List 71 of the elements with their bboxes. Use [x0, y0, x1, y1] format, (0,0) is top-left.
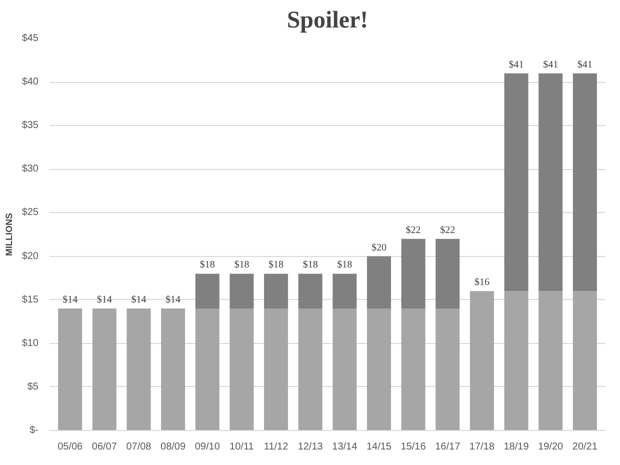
y-tick-label: $5 — [27, 381, 39, 392]
x-tick-label: 12/13 — [298, 442, 324, 452]
total-label: $16 — [474, 277, 490, 288]
total-label: $22 — [440, 224, 456, 236]
x-tick-label: 07/08 — [126, 442, 152, 452]
x-tick-label: 05/06 — [58, 442, 84, 452]
bar — [126, 308, 151, 430]
y-tick-label: $25 — [22, 207, 39, 218]
bar — [264, 274, 288, 309]
bar — [161, 308, 186, 430]
bar — [366, 256, 391, 309]
bar — [401, 238, 426, 309]
bar — [332, 274, 357, 309]
total-label: $41 — [543, 59, 558, 70]
x-tick-label: 11/12 — [264, 442, 289, 452]
x-tick-label: 18/19 — [504, 442, 530, 452]
total-label: $18 — [337, 260, 352, 271]
bar — [264, 308, 288, 430]
y-tick-label: $15 — [22, 294, 39, 306]
y-tick-label: $- — [30, 425, 39, 436]
total-label: $18 — [200, 260, 215, 271]
y-tick-label: $40 — [22, 76, 39, 88]
y-tick-label: $20 — [22, 250, 39, 262]
x-tick-label: 19/20 — [538, 442, 564, 452]
bar — [366, 308, 391, 430]
bar — [436, 308, 460, 430]
x-tick-label: 08/09 — [160, 442, 186, 452]
total-label: $14 — [131, 294, 146, 306]
bar — [230, 274, 254, 309]
total-label: $18 — [302, 260, 318, 271]
total-label: $41 — [508, 59, 524, 70]
bar — [195, 308, 220, 430]
bar — [504, 291, 528, 430]
bar — [298, 308, 322, 430]
bar — [58, 308, 82, 430]
total-label: $20 — [371, 242, 386, 254]
x-tick-label: 20/21 — [572, 442, 598, 452]
bar — [470, 291, 494, 430]
total-label: $18 — [234, 260, 250, 271]
bar — [195, 274, 220, 309]
total-label: $14 — [96, 294, 112, 306]
total-label: $22 — [406, 224, 421, 236]
x-tick-label: 14/15 — [366, 442, 392, 452]
x-tick-label: 09/10 — [194, 442, 220, 452]
bar — [538, 73, 563, 292]
x-tick-label: 13/14 — [332, 442, 358, 452]
y-tick-label: $35 — [22, 120, 39, 132]
x-tick-label: 16/17 — [435, 442, 461, 452]
x-tick-label: 17/18 — [469, 442, 495, 452]
bar — [401, 308, 426, 430]
y-tick-label: $10 — [22, 338, 39, 349]
total-label: $14 — [166, 294, 181, 306]
total-label: $41 — [577, 59, 592, 70]
bar — [436, 238, 460, 309]
bar — [538, 291, 563, 430]
total-label: $18 — [268, 260, 284, 271]
total-label: $14 — [62, 294, 78, 306]
y-tick-label: $30 — [22, 164, 39, 175]
x-tick-label: 15/16 — [400, 442, 426, 452]
bar — [572, 73, 597, 292]
bar — [572, 291, 597, 430]
bar — [92, 308, 116, 430]
bar — [332, 308, 357, 430]
chart-title: Spoiler! — [286, 8, 368, 34]
y-axis-title: MILLIONS — [4, 213, 14, 256]
bar — [298, 274, 322, 309]
x-tick-label: 06/07 — [92, 442, 118, 452]
bar — [230, 308, 254, 430]
x-tick-label: 10/11 — [230, 442, 254, 452]
y-tick-label: $45 — [22, 33, 39, 44]
bar — [504, 73, 528, 292]
